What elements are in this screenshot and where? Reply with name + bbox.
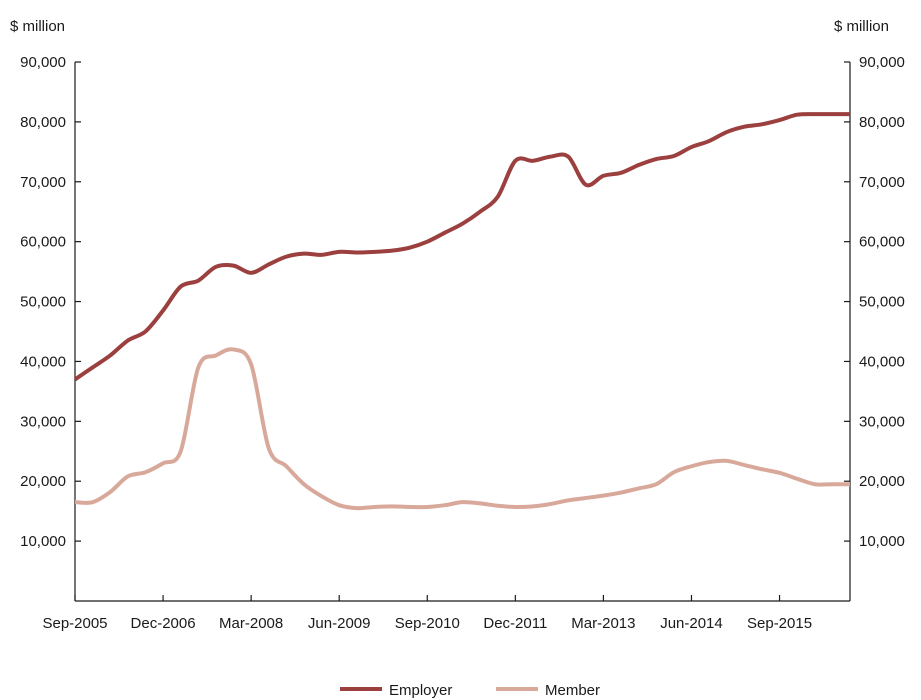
right-y-tick-label: 70,000	[859, 174, 905, 191]
series-line-employer	[73, 112, 850, 382]
x-tick-label: Dec-2011	[483, 615, 547, 632]
legend: Employer Member	[340, 682, 600, 699]
legend-label-employer: Employer	[389, 682, 452, 699]
right-y-ticks: 10,000 20,000 30,000 40,000 50,000 60,000 70,0…	[844, 54, 905, 550]
legend-label-member: Member	[545, 682, 600, 699]
left-y-tick-label: 20,000	[20, 473, 66, 490]
left-y-tick-label: 10,000	[20, 533, 66, 550]
x-ticks: Sep-2005 Dec-2006 Mar-2008 Jun-2009 Sep-2010…	[42, 595, 812, 632]
x-tick-label: Jun-2014	[660, 615, 723, 632]
right-y-tick-label: 80,000	[859, 114, 905, 131]
x-tick-label: Mar-2008	[219, 615, 283, 632]
right-y-tick-label: 90,000	[859, 54, 905, 71]
x-tick-label: Jun-2009	[308, 615, 371, 632]
left-y-tick-label: 50,000	[20, 294, 66, 311]
left-y-tick-label: 90,000	[20, 54, 66, 71]
right-y-tick-label: 30,000	[859, 413, 905, 430]
left-y-tick-label: 70,000	[20, 174, 66, 191]
left-y-ticks: 10,000 20,000 30,000 40,000 50,000 60,000 70,0…	[20, 54, 81, 550]
x-tick-label: Mar-2013	[571, 615, 635, 632]
right-y-tick-label: 60,000	[859, 234, 905, 251]
right-unit-label: $ million	[834, 18, 889, 35]
x-tick-label: Sep-2005	[42, 615, 107, 632]
right-y-tick-label: 20,000	[859, 473, 905, 490]
left-y-tick-label: 80,000	[20, 114, 66, 131]
x-tick-label: Sep-2010	[395, 615, 460, 632]
left-y-tick-label: 60,000	[20, 234, 66, 251]
left-y-tick-label: 30,000	[20, 413, 66, 430]
right-y-tick-label: 50,000	[859, 294, 905, 311]
right-y-tick-label: 10,000	[859, 533, 905, 550]
left-unit-label: $ million	[10, 18, 65, 35]
x-tick-label: Dec-2006	[131, 615, 196, 632]
x-tick-label: Sep-2015	[747, 615, 812, 632]
right-y-tick-label: 40,000	[859, 353, 905, 370]
left-y-tick-label: 40,000	[20, 353, 66, 370]
series-lines	[73, 112, 850, 511]
series-line-member	[74, 347, 850, 511]
